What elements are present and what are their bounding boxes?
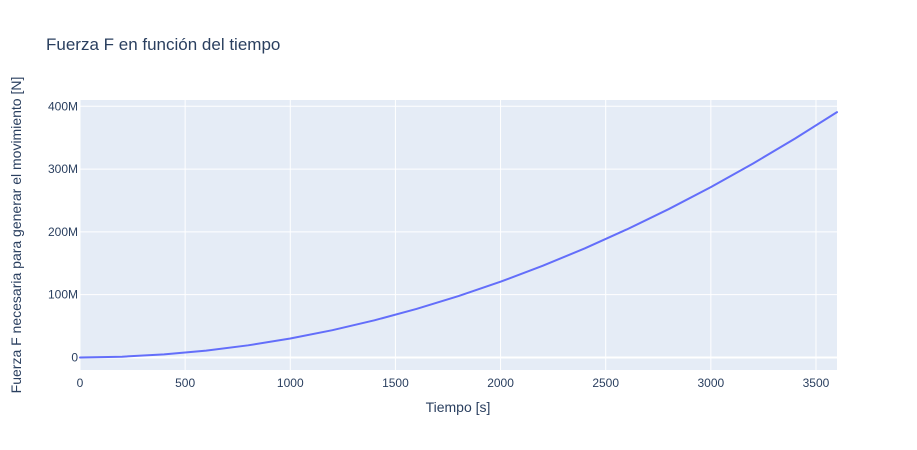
y-tick-label: 300M [48,162,78,176]
x-tick-label: 3000 [697,376,724,390]
x-gridlines [79,100,817,370]
x-tick-label: 500 [175,376,195,390]
y-tick-labels: 0 100M 200M 300M 400M [48,99,78,364]
x-axis-label: Tiempo [s] [426,399,491,415]
y-tick-label: 200M [48,225,78,239]
x-tick-label: 3500 [803,376,830,390]
chart-title: Fuerza F en función del tiempo [46,35,280,54]
y-tick-label: 0 [71,350,78,364]
x-tick-labels: 0 500 1000 1500 2000 2500 3000 3500 [77,376,830,390]
plot-area [80,100,837,370]
series-line [79,111,838,359]
x-tick-label: 0 [77,376,84,390]
y-gridlines [80,105,837,359]
y-tick-label: 100M [48,288,78,302]
x-tick-label: 1500 [382,376,409,390]
x-tick-label: 2500 [592,376,619,390]
y-tick-label: 400M [48,99,78,113]
x-tick-label: 1000 [277,376,304,390]
x-tick-label: 2000 [487,376,514,390]
y-axis-label: Fuerza F necesaria para generar el movim… [8,77,24,394]
series-layer [79,111,838,359]
